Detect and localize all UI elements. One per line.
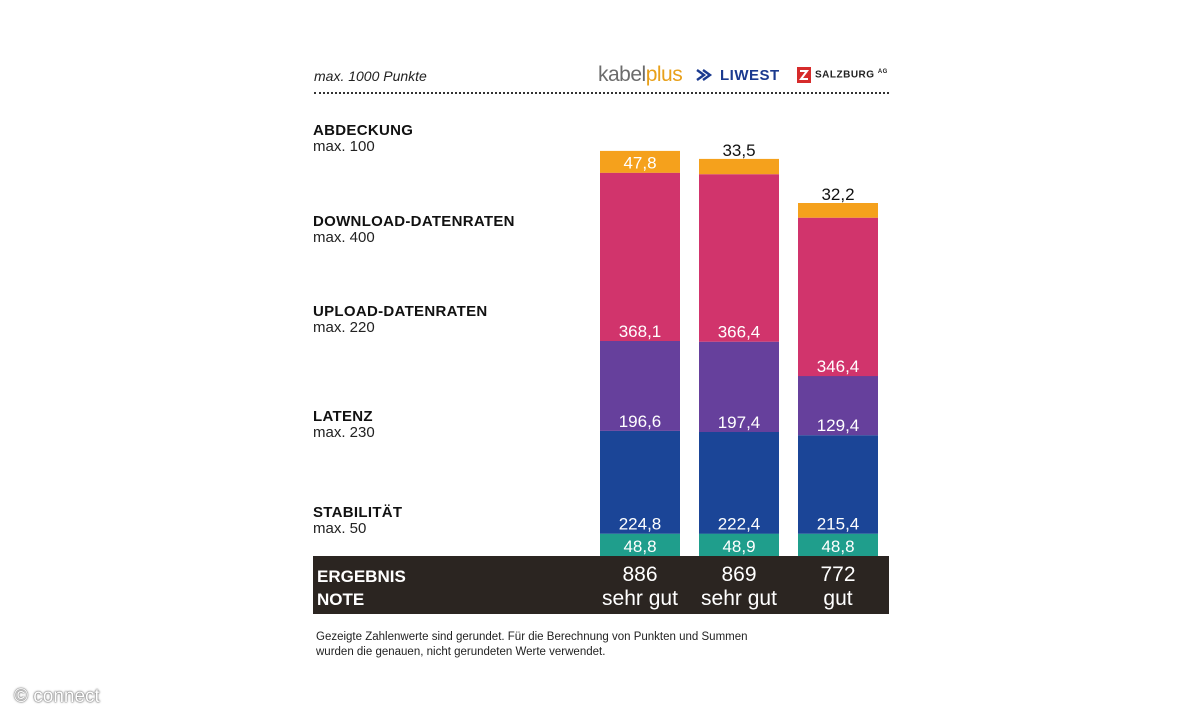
data-label-liwest-abdeckung: 33,5 bbox=[722, 141, 755, 160]
liwest-logo: LIWEST bbox=[696, 60, 780, 90]
bar-salzburg-latenz bbox=[798, 435, 878, 534]
kabelplus-logo-part2: plus bbox=[645, 63, 683, 86]
bar-salzburg-upload-datenraten bbox=[798, 376, 878, 436]
data-label-salzburg-abdeckung: 32,2 bbox=[821, 185, 854, 204]
category-name: DOWNLOAD-DATENRATEN bbox=[313, 213, 515, 230]
category-name: UPLOAD-DATENRATEN bbox=[313, 303, 488, 320]
total-liwest: 869 bbox=[721, 563, 757, 586]
bar-liwest-latenz bbox=[699, 432, 779, 534]
bar-kabelplus-latenz bbox=[600, 430, 680, 534]
total-kabelplus: 886 bbox=[622, 563, 658, 586]
grade-salzburg: gut bbox=[823, 587, 853, 610]
bar-salzburg-stabilität bbox=[798, 533, 878, 556]
bar-liwest-stabilität bbox=[699, 533, 779, 556]
data-label-kabelplus-download-datenraten: 368,1 bbox=[619, 322, 662, 341]
data-label-liwest-upload-datenraten: 197,4 bbox=[718, 413, 761, 432]
bar-kabelplus-abdeckung bbox=[600, 150, 680, 173]
data-label-kabelplus-upload-datenraten: 196,6 bbox=[619, 412, 662, 431]
bar-liwest-download-datenraten bbox=[699, 174, 779, 342]
bar-kabelplus-stabilität bbox=[600, 533, 680, 556]
data-label-salzburg-upload-datenraten: 129,4 bbox=[817, 416, 860, 435]
data-label-liwest-stabilität: 48,9 bbox=[722, 537, 755, 556]
data-label-salzburg-latenz: 215,4 bbox=[817, 515, 860, 534]
salzburg-logo-text: SALZBURG AG bbox=[815, 69, 888, 80]
category-name: ABDECKUNG bbox=[313, 122, 414, 139]
bar-liwest-abdeckung bbox=[699, 158, 779, 175]
grade-liwest: sehr gut bbox=[701, 587, 777, 610]
liwest-logo-text: LIWEST bbox=[720, 66, 780, 84]
bar-salzburg-download-datenraten bbox=[798, 217, 878, 377]
category-name: STABILITÄT bbox=[313, 504, 403, 521]
category-max: max. 220 bbox=[313, 319, 375, 336]
data-label-salzburg-stabilität: 48,8 bbox=[821, 537, 854, 556]
salzburg-logo: SALZBURG AG bbox=[797, 60, 888, 90]
category-max: max. 230 bbox=[313, 424, 375, 441]
data-label-liwest-download-datenraten: 366,4 bbox=[718, 323, 761, 342]
category-stabilitaet: STABILITÄT max. 50 bbox=[313, 505, 402, 536]
kabelplus-logo-part1: kabel bbox=[598, 63, 646, 86]
bar-kabelplus-download-datenraten bbox=[600, 172, 680, 341]
bar-liwest-upload-datenraten bbox=[699, 341, 779, 432]
data-label-kabelplus-stabilität: 48,8 bbox=[623, 537, 656, 556]
footnote: Gezeigte Zahlenwerte sind gerundet. Für … bbox=[316, 631, 748, 658]
bar-salzburg-abdeckung bbox=[798, 203, 878, 218]
header-divider bbox=[314, 92, 889, 94]
data-label-kabelplus-abdeckung: 47,8 bbox=[623, 154, 656, 173]
category-max: max. 50 bbox=[313, 520, 367, 537]
data-label-liwest-latenz: 222,4 bbox=[718, 515, 761, 534]
max-points-label: max. 1000 Punkte bbox=[314, 68, 427, 84]
total-salzburg: 772 bbox=[820, 563, 856, 586]
salzburg-emblem-icon bbox=[797, 67, 811, 83]
category-abdeckung: ABDECKUNG max. 100 bbox=[313, 123, 413, 154]
result-bar bbox=[313, 556, 889, 614]
liwest-wave-icon bbox=[696, 69, 713, 81]
bar-kabelplus-upload-datenraten bbox=[600, 341, 680, 431]
grade-kabelplus: sehr gut bbox=[602, 587, 678, 610]
category-max: max. 100 bbox=[313, 138, 375, 155]
salzburg-logo-name: SALZBURG bbox=[815, 69, 875, 81]
result-label: ERGEBNIS bbox=[317, 567, 406, 586]
grade-label: NOTE bbox=[317, 590, 365, 609]
copyright-notice: © connect bbox=[14, 686, 100, 707]
category-latenz: LATENZ max. 230 bbox=[313, 409, 375, 440]
category-download: DOWNLOAD-DATENRATEN max. 400 bbox=[313, 214, 515, 245]
kabelplus-logo: kabel plus bbox=[598, 60, 683, 90]
category-name: LATENZ bbox=[313, 408, 373, 425]
data-label-salzburg-download-datenraten: 346,4 bbox=[817, 357, 860, 376]
category-upload: UPLOAD-DATENRATEN max. 220 bbox=[313, 304, 488, 335]
salzburg-logo-suffix: AG bbox=[877, 69, 888, 76]
data-label-kabelplus-latenz: 224,8 bbox=[619, 515, 662, 534]
category-max: max. 400 bbox=[313, 229, 375, 246]
